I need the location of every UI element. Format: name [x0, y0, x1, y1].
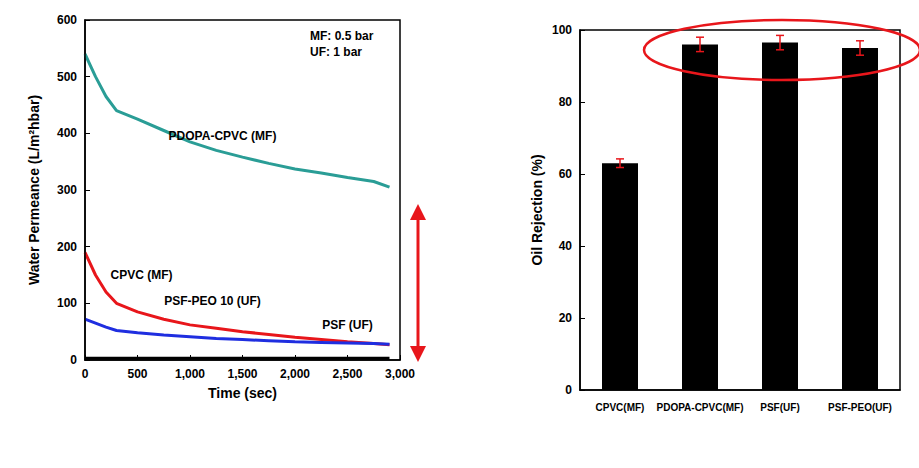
svg-text:PDOPA-CPVC(MF): PDOPA-CPVC(MF) [656, 402, 743, 413]
svg-text:100: 100 [552, 23, 572, 37]
svg-text:60: 60 [559, 167, 573, 181]
svg-text:Water Permeance (L/m²hbar): Water Permeance (L/m²hbar) [26, 95, 42, 285]
svg-text:200: 200 [57, 240, 77, 254]
svg-text:20: 20 [559, 311, 573, 325]
svg-text:100: 100 [57, 296, 77, 310]
svg-text:Oil Rejection (%): Oil Rejection (%) [529, 154, 545, 265]
svg-text:2,500: 2,500 [332, 367, 362, 381]
svg-text:PDOPA-CPVC (MF): PDOPA-CPVC (MF) [169, 129, 277, 143]
svg-text:2,000: 2,000 [280, 367, 310, 381]
svg-text:3,000: 3,000 [385, 367, 415, 381]
svg-text:Time (sec): Time (sec) [208, 385, 277, 401]
svg-text:300: 300 [57, 183, 77, 197]
svg-text:PSF-PEO 10 (UF): PSF-PEO 10 (UF) [164, 294, 261, 308]
svg-text:UF: 1 bar: UF: 1 bar [310, 45, 362, 59]
svg-text:0: 0 [70, 353, 77, 367]
svg-text:500: 500 [127, 367, 147, 381]
svg-text:40: 40 [559, 239, 573, 253]
svg-text:0: 0 [82, 367, 89, 381]
svg-text:PSF-PEO(UF): PSF-PEO(UF) [828, 402, 892, 413]
svg-text:MF: 0.5 bar: MF: 0.5 bar [310, 29, 374, 43]
svg-text:CPVC(MF): CPVC(MF) [596, 402, 645, 413]
svg-text:CPVC (MF): CPVC (MF) [111, 268, 173, 282]
svg-text:500: 500 [57, 70, 77, 84]
svg-text:1,000: 1,000 [175, 367, 205, 381]
svg-text:1,500: 1,500 [227, 367, 257, 381]
svg-text:400: 400 [57, 126, 77, 140]
svg-text:600: 600 [57, 13, 77, 27]
svg-text:80: 80 [559, 95, 573, 109]
svg-text:0: 0 [565, 383, 572, 397]
svg-text:PSF(UF): PSF(UF) [760, 402, 799, 413]
svg-text:PSF (UF): PSF (UF) [322, 318, 373, 332]
